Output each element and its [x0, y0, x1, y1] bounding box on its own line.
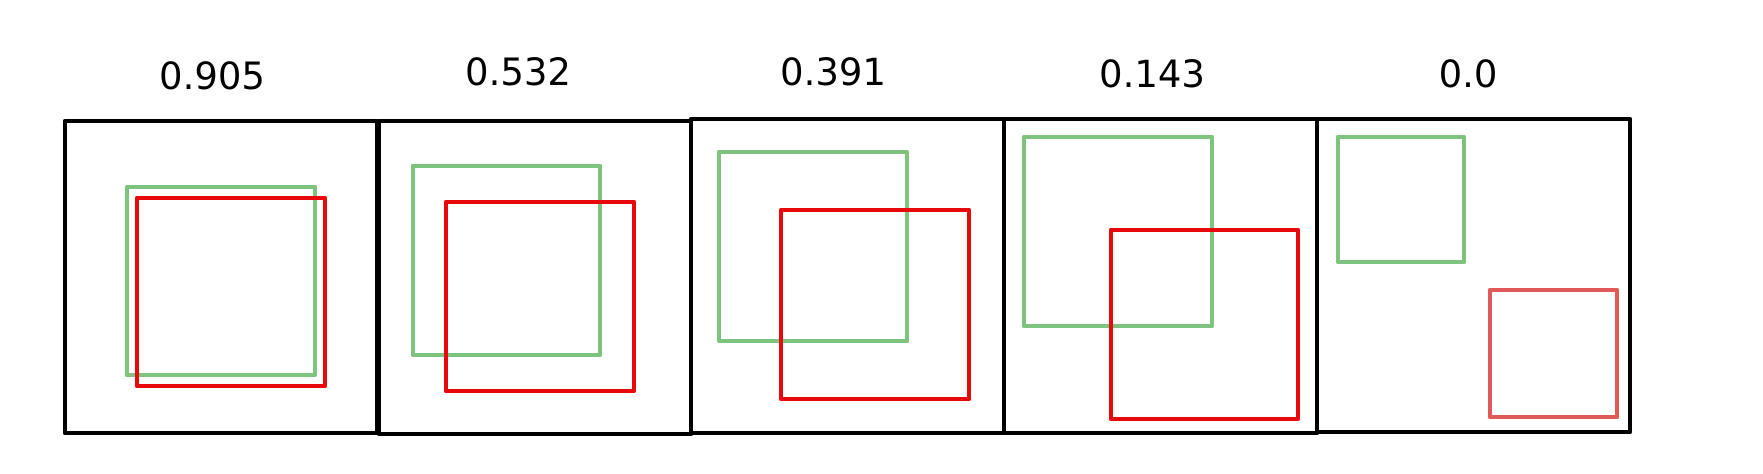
panel-frame-4: [1002, 117, 1319, 435]
red-box-3: [779, 208, 971, 401]
score-label-5: 0.0: [1438, 53, 1498, 96]
score-label-2: 0.532: [465, 51, 571, 94]
red-box-5: [1488, 288, 1619, 419]
panel-frame-5: [1315, 117, 1632, 434]
score-label-1: 0.905: [159, 55, 265, 98]
green-box-3: [717, 150, 909, 343]
panel-frame-3: [689, 117, 1006, 435]
red-box-1: [135, 196, 327, 388]
red-box-2: [444, 200, 636, 393]
green-box-2: [411, 164, 602, 357]
score-label-3: 0.391: [780, 51, 886, 94]
green-box-1: [125, 185, 317, 377]
red-box-4: [1109, 228, 1300, 421]
score-label-4: 0.143: [1099, 53, 1205, 96]
green-box-5: [1336, 135, 1466, 264]
